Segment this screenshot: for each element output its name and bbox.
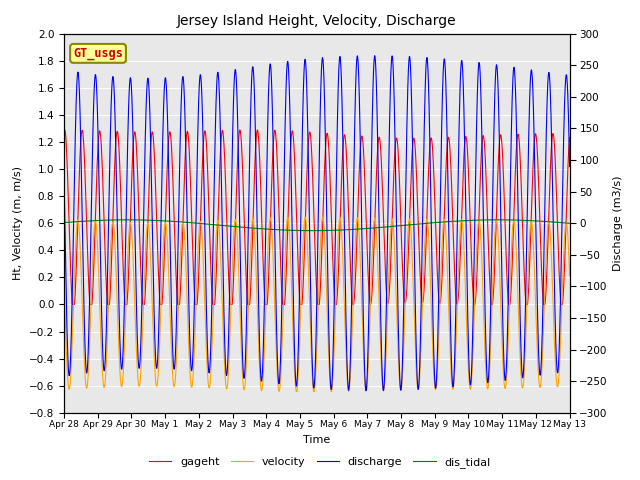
Y-axis label: Discharge (m3/s): Discharge (m3/s) [613, 176, 623, 271]
discharge [566, 164, 573, 169]
dis_tidal [476, 217, 484, 223]
velocity [310, 389, 317, 395]
discharge [364, 370, 371, 376]
velocity [476, 221, 484, 227]
Title: Jersey Island Height, Velocity, Discharge: Jersey Island Height, Velocity, Discharg… [177, 14, 456, 28]
discharge [60, 174, 68, 180]
discharge [438, 135, 445, 141]
dis_tidal [152, 217, 160, 223]
gageht [566, 135, 573, 141]
Legend: gageht, velocity, discharge, dis_tidal: gageht, velocity, discharge, dis_tidal [145, 452, 495, 472]
gageht [476, 186, 484, 192]
gageht [152, 198, 160, 204]
gageht [438, 286, 445, 291]
dis_tidal [60, 220, 68, 226]
Line: discharge: discharge [64, 56, 570, 391]
gageht [364, 254, 371, 260]
dis_tidal [308, 228, 316, 234]
gageht [253, 127, 261, 133]
dis_tidal [253, 226, 261, 231]
gageht [389, 192, 397, 198]
Text: GT_usgs: GT_usgs [73, 47, 123, 60]
dis_tidal [364, 226, 371, 231]
velocity [566, 273, 573, 279]
Line: dis_tidal: dis_tidal [64, 220, 570, 231]
gageht [68, 301, 76, 307]
discharge [152, 360, 159, 365]
velocity [152, 380, 159, 385]
dis_tidal [124, 217, 131, 223]
velocity [389, 220, 397, 226]
dis_tidal [566, 220, 573, 226]
Line: velocity: velocity [64, 217, 570, 392]
Line: gageht: gageht [64, 130, 570, 304]
gageht [61, 127, 68, 132]
velocity [301, 214, 309, 220]
velocity [364, 378, 371, 384]
velocity [60, 279, 68, 285]
discharge [476, 66, 484, 72]
Y-axis label: Ht, Velocity (m, m/s): Ht, Velocity (m, m/s) [13, 166, 24, 280]
discharge [389, 61, 397, 67]
discharge [362, 388, 370, 394]
gageht [60, 129, 68, 135]
dis_tidal [389, 224, 397, 229]
dis_tidal [438, 219, 445, 225]
velocity [438, 256, 445, 262]
discharge [371, 53, 378, 59]
velocity [253, 300, 261, 305]
discharge [253, 224, 261, 229]
X-axis label: Time: Time [303, 435, 330, 445]
